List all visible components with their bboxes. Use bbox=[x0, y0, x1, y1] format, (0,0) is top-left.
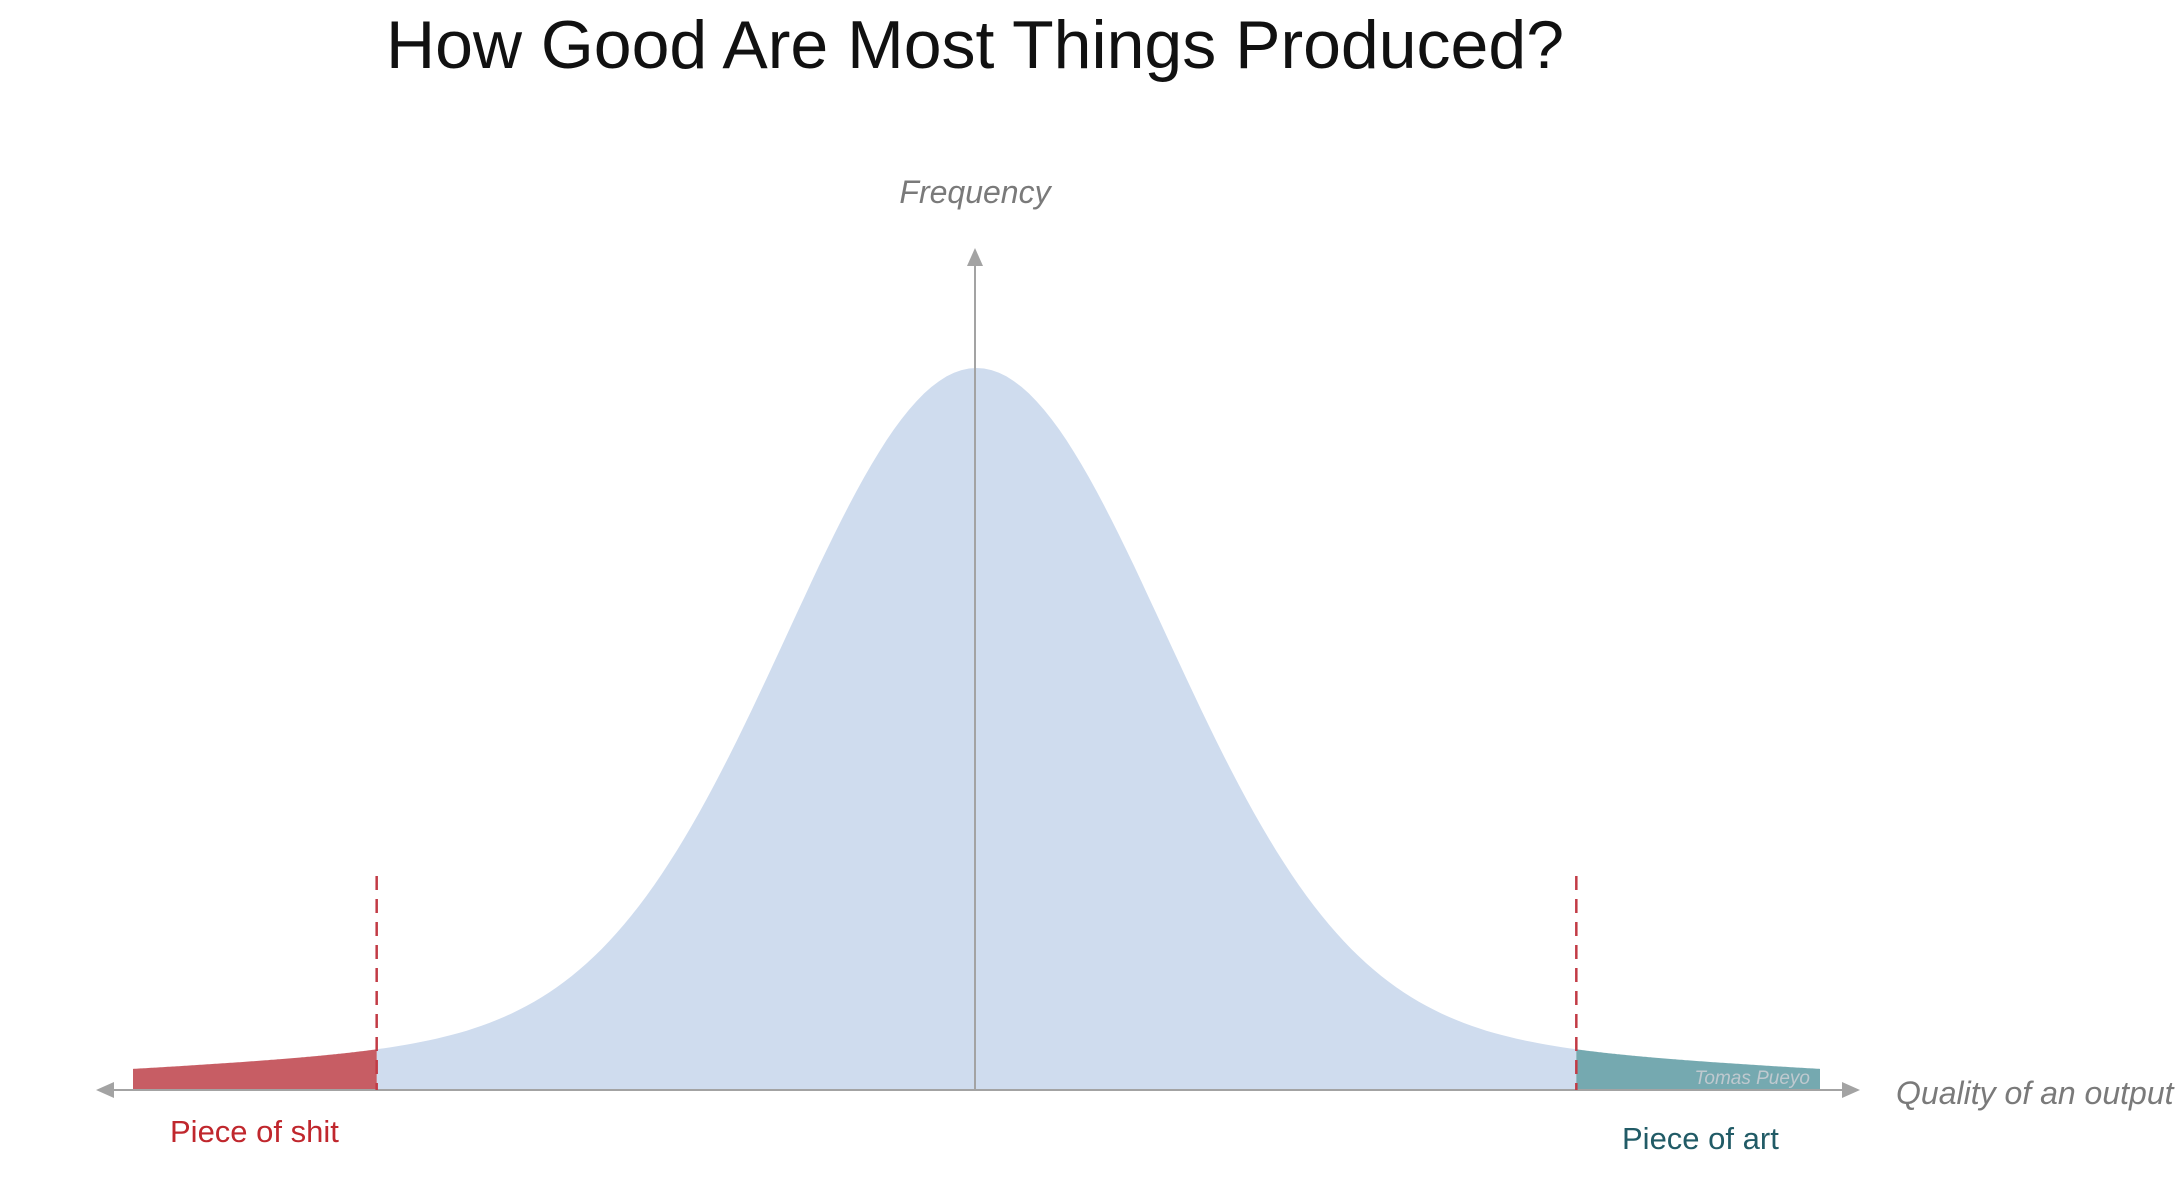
left-region-label: Piece of shit bbox=[170, 1114, 339, 1149]
right-region-label: Piece of art bbox=[1622, 1121, 1779, 1156]
x-axis-label: Quality of an output bbox=[1896, 1075, 2175, 1111]
x-axis-arrow-right bbox=[1842, 1082, 1860, 1098]
y-axis-label: Frequency bbox=[899, 174, 1052, 210]
left-tail-area bbox=[133, 1049, 377, 1090]
right-tail-area bbox=[1576, 1049, 1820, 1090]
author-credit: Tomas Pueyo bbox=[1695, 1068, 1810, 1089]
x-axis-arrow-left bbox=[96, 1082, 114, 1098]
chart-title: How Good Are Most Things Produced? bbox=[386, 7, 1564, 83]
bell-curve-area bbox=[376, 368, 1577, 1090]
y-axis-arrow bbox=[967, 248, 983, 266]
